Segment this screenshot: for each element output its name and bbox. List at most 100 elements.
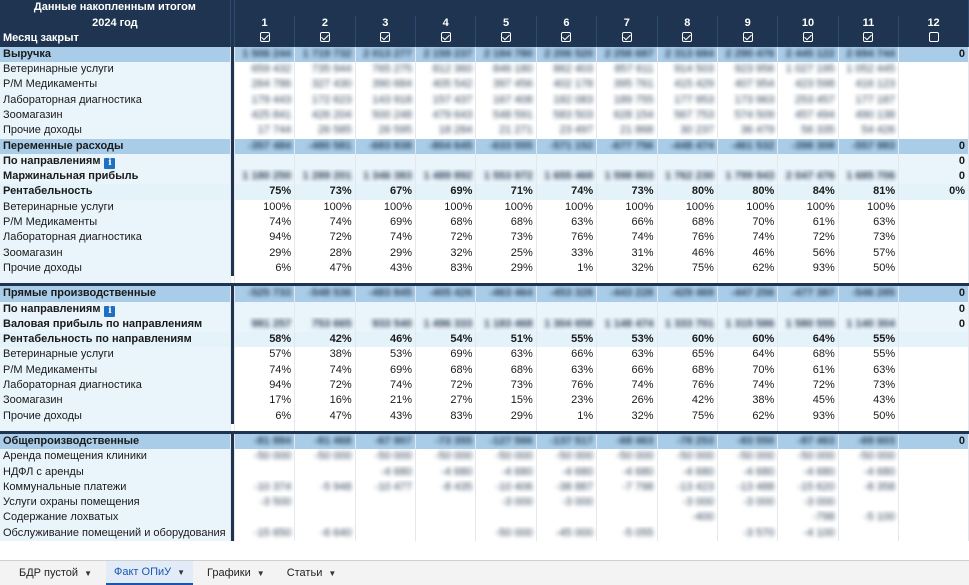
value-cell[interactable]: 735 944	[294, 62, 356, 78]
value-cell[interactable]: 179 443	[234, 92, 296, 108]
value-cell[interactable]: -525 733	[234, 286, 296, 302]
value-cell[interactable]: 1 183 468	[475, 316, 537, 333]
value-cell[interactable]	[898, 362, 969, 379]
value-cell[interactable]: 58%	[234, 332, 296, 348]
value-cell[interactable]: 94%	[234, 378, 296, 394]
row-label[interactable]: Зоомагазин	[0, 393, 231, 409]
value-cell[interactable]: 32%	[415, 245, 477, 261]
value-cell[interactable]	[898, 378, 969, 394]
value-cell[interactable]: 23 497	[536, 123, 598, 139]
value-cell[interactable]: 981 257	[234, 316, 296, 333]
value-cell[interactable]: 100%	[536, 199, 598, 216]
value-cell[interactable]: 25%	[475, 245, 537, 261]
value-cell[interactable]: 28%	[294, 245, 356, 261]
value-cell[interactable]: 31%	[596, 245, 658, 261]
value-cell[interactable]: 765 275	[355, 62, 417, 78]
value-cell[interactable]: 74%	[536, 184, 598, 200]
value-cell[interactable]	[898, 77, 969, 93]
value-cell[interactable]: 1 496 333	[415, 316, 477, 333]
value-cell[interactable]: 74%	[596, 378, 658, 394]
value-cell[interactable]: 69%	[355, 215, 417, 231]
value-cell[interactable]: -50 000	[717, 449, 779, 465]
value-cell[interactable]: 6%	[234, 408, 296, 424]
value-cell[interactable]: 2 313 684	[657, 46, 718, 63]
value-cell[interactable]: -4 680	[415, 464, 477, 480]
value-cell[interactable]: 83%	[415, 408, 477, 424]
row-label[interactable]: Лабораторная диагностика	[0, 230, 231, 246]
value-cell[interactable]: -50 000	[475, 525, 537, 541]
value-cell[interactable]: 42%	[657, 393, 718, 409]
value-cell[interactable]	[596, 510, 658, 526]
value-cell[interactable]: -38 887	[536, 479, 598, 496]
value-cell[interactable]: -443 228	[596, 286, 658, 302]
value-cell[interactable]: 100%	[777, 199, 839, 216]
row-label[interactable]: Прочие доходы	[0, 408, 231, 424]
month-closed-checkbox[interactable]	[319, 32, 330, 43]
row-label[interactable]: Ветеринарные услуги	[0, 62, 231, 78]
value-cell[interactable]: 1 799 943	[717, 169, 779, 185]
value-cell[interactable]: -10 477	[355, 479, 417, 496]
value-cell[interactable]: 182 083	[536, 92, 598, 108]
value-cell[interactable]: 100%	[657, 199, 718, 216]
value-cell[interactable]	[415, 495, 477, 511]
value-cell[interactable]: 46%	[355, 332, 417, 348]
value-cell[interactable]: -3 000	[657, 495, 718, 511]
month-closed-checkbox[interactable]	[928, 32, 939, 43]
value-cell[interactable]: -483 845	[355, 286, 417, 302]
value-cell[interactable]	[294, 464, 356, 480]
value-cell[interactable]: 490 138	[838, 107, 900, 124]
value-cell[interactable]	[717, 153, 779, 170]
value-cell[interactable]: 63%	[536, 215, 598, 231]
value-cell[interactable]: 68%	[777, 347, 839, 363]
value-cell[interactable]: 1 506 244	[234, 46, 296, 63]
value-cell[interactable]: -557 983	[838, 138, 900, 154]
value-cell[interactable]	[777, 301, 839, 317]
value-cell[interactable]	[898, 92, 969, 108]
value-cell[interactable]: 26 585	[294, 123, 356, 139]
value-cell[interactable]: -3 570	[717, 525, 779, 541]
value-cell[interactable]: -4 680	[355, 464, 417, 480]
value-cell[interactable]: 30 237	[657, 123, 718, 139]
value-cell[interactable]	[838, 301, 900, 317]
value-cell[interactable]: 100%	[355, 199, 417, 216]
value-cell[interactable]: -68 463	[596, 433, 658, 450]
value-cell[interactable]: -50 000	[777, 449, 839, 465]
value-cell[interactable]: 54%	[415, 332, 477, 348]
value-cell[interactable]: -15 620	[777, 479, 839, 496]
sheet-tab[interactable]: Графики ▼	[207, 567, 265, 579]
value-cell[interactable]: 72%	[777, 230, 839, 246]
value-cell[interactable]: -4 680	[536, 464, 598, 480]
value-cell[interactable]: 73%	[475, 378, 537, 394]
value-cell[interactable]: 71%	[475, 184, 537, 200]
value-cell[interactable]: 56 335	[777, 123, 839, 139]
value-cell[interactable]: -398 308	[777, 138, 839, 154]
value-cell[interactable]: 66%	[596, 362, 658, 379]
value-cell[interactable]: 74%	[596, 230, 658, 246]
value-cell[interactable]	[657, 301, 718, 317]
value-cell[interactable]	[898, 408, 969, 424]
value-cell[interactable]: 846 180	[475, 62, 537, 78]
value-cell[interactable]	[415, 153, 477, 170]
value-cell[interactable]: -804 645	[415, 138, 477, 154]
row-label[interactable]: Обслуживание помещений и оборудования	[0, 525, 231, 541]
value-cell[interactable]: 73%	[838, 378, 900, 394]
value-cell[interactable]: 0	[898, 286, 969, 302]
value-cell[interactable]	[717, 301, 779, 317]
value-cell[interactable]: 1 685 706	[838, 169, 900, 185]
value-cell[interactable]: 93%	[777, 408, 839, 424]
row-label[interactable]: Зоомагазин	[0, 107, 231, 124]
value-cell[interactable]: 66%	[536, 347, 598, 363]
value-cell[interactable]: -50 000	[294, 449, 356, 465]
value-cell[interactable]: 23%	[536, 393, 598, 409]
value-cell[interactable]: 157 437	[415, 92, 477, 108]
value-cell[interactable]: -571 152	[536, 138, 598, 154]
value-cell[interactable]: 68%	[657, 362, 718, 379]
value-cell[interactable]: 21%	[355, 393, 417, 409]
value-cell[interactable]: 0	[898, 169, 969, 185]
value-cell[interactable]: 74%	[355, 230, 417, 246]
value-cell[interactable]: 567 753	[657, 107, 718, 124]
value-cell[interactable]: 1 580 555	[777, 316, 839, 333]
value-cell[interactable]: 68%	[475, 362, 537, 379]
value-cell[interactable]: 177 187	[838, 92, 900, 108]
